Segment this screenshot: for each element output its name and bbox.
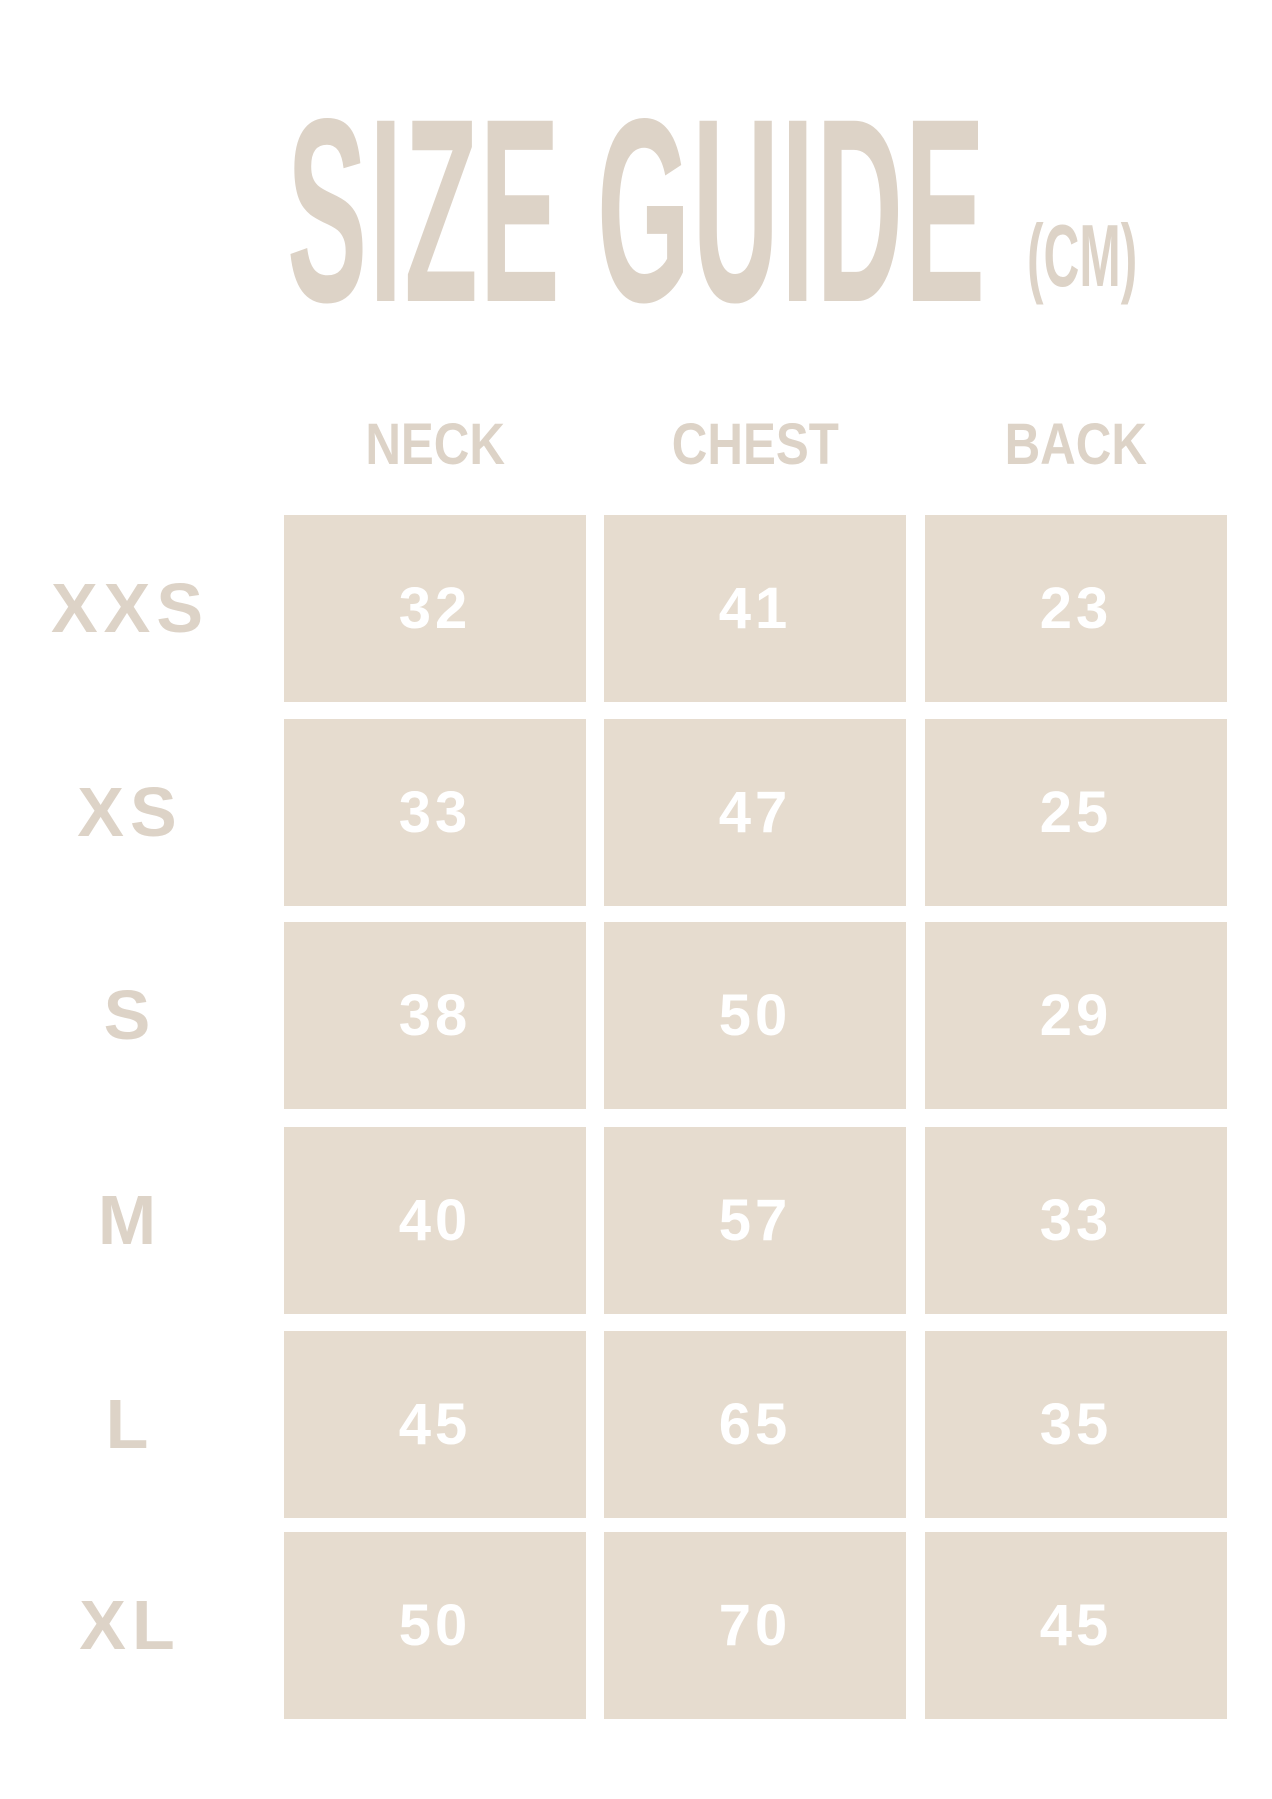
column-header-label: NECK	[365, 412, 505, 477]
table-cell: 29	[925, 922, 1227, 1109]
table-cell: 45	[284, 1331, 586, 1518]
table-cell: 65	[604, 1331, 906, 1518]
table-cell: 32	[284, 515, 586, 702]
title-unit: (CM)	[1027, 206, 1138, 305]
table-cell: 35	[925, 1331, 1227, 1518]
size-label: XL	[79, 1586, 181, 1664]
size-label: M	[97, 1181, 163, 1259]
table-cell: 38	[284, 922, 586, 1109]
size-label: XXS	[50, 569, 210, 647]
table-cell: 57	[604, 1127, 906, 1314]
table-cell: 23	[925, 515, 1227, 702]
table-cell: 47	[604, 719, 906, 906]
table-cell: 33	[925, 1127, 1227, 1314]
size-label: L	[105, 1385, 155, 1463]
column-header-back: BACK	[925, 412, 1227, 478]
column-header-neck: NECK	[284, 412, 586, 478]
size-label: XS	[77, 773, 183, 851]
table-cell: 50	[604, 922, 906, 1109]
table-cell: 33	[284, 719, 586, 906]
table-cell: 45	[925, 1532, 1227, 1719]
size-label: S	[103, 976, 157, 1054]
table-cell: 25	[925, 719, 1227, 906]
table-cell: 70	[604, 1532, 906, 1719]
table-cell: 50	[284, 1532, 586, 1719]
title-main: SIZE GUIDE	[287, 64, 987, 357]
table-cell: 40	[284, 1127, 586, 1314]
page-title: SIZE GUIDE (CM)	[287, 64, 1157, 357]
column-header-label: BACK	[1004, 412, 1148, 477]
table-cell: 41	[604, 515, 906, 702]
column-header-label: CHEST	[671, 412, 839, 477]
column-header-chest: CHEST	[604, 412, 906, 478]
